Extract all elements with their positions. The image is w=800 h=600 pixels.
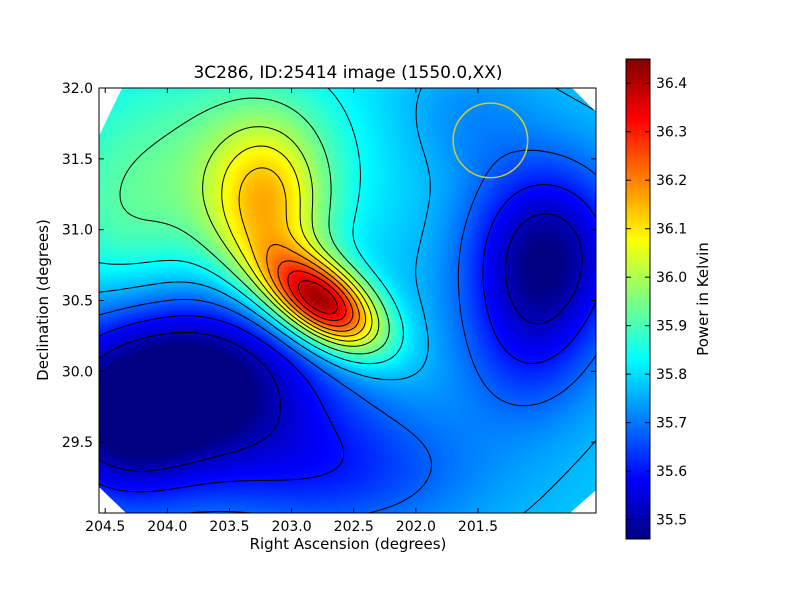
contour-line <box>277 260 354 327</box>
y-tick-label: 30.0 <box>62 364 93 380</box>
x-tick-label: 202.5 <box>334 519 374 535</box>
y-tick-label: 31.0 <box>62 223 93 239</box>
y-tick-label: 29.5 <box>62 435 93 451</box>
x-tick-label: 201.5 <box>458 519 498 535</box>
colorbar-tick-label: 35.8 <box>656 367 687 383</box>
colorbar-tick-label: 35.9 <box>656 319 687 335</box>
contour-lines <box>99 88 596 513</box>
colorbar-tick-label: 36.3 <box>656 125 687 141</box>
contour-line <box>119 97 390 355</box>
contour-line <box>99 149 596 513</box>
contour-line <box>266 244 360 332</box>
colorbar-ticks: 35.5 35.6 35.7 35.8 35.9 36.0 36.1 36.2 36.3 36.4 <box>626 76 687 529</box>
beam-circle <box>452 102 529 179</box>
colorbar-frame <box>625 58 651 540</box>
x-axis-label: Right Ascension (degrees) <box>250 535 447 553</box>
y-tick-label: 30.5 <box>62 294 93 310</box>
x-tick-label: 204.5 <box>85 519 125 535</box>
y-axis: 29.5 30.0 30.5 31.0 31.5 32.0 <box>62 81 596 451</box>
colorbar: 35.5 35.6 35.7 35.8 35.9 36.0 36.1 36.2 36.3 36.4… <box>625 58 712 540</box>
contour-line <box>202 126 380 347</box>
chart-title: 3C286, ID:25414 image (1550.0,XX) <box>193 63 502 83</box>
colorbar-tick-label: 36.4 <box>656 76 687 92</box>
colorbar-tick-label: 35.7 <box>656 416 687 432</box>
y-axis-label: Declination (degrees) <box>34 219 52 381</box>
x-tick-label: 203.5 <box>209 519 249 535</box>
contour-line <box>99 88 404 365</box>
colorbar-tick-label: 36.0 <box>656 270 687 286</box>
x-tick-label: 204.0 <box>147 519 187 535</box>
colorbar-tick-label: 36.1 <box>656 222 687 238</box>
y-tick-label: 32.0 <box>62 81 93 97</box>
colorbar-tick-label: 35.6 <box>656 464 687 480</box>
colorbar-label: Power in Kelvin <box>694 242 712 356</box>
colorbar-tick-label: 36.2 <box>656 173 687 189</box>
contour-line <box>287 270 347 321</box>
contour-line <box>238 167 367 337</box>
x-tick-label: 202.0 <box>396 519 436 535</box>
contour-line <box>297 280 339 315</box>
x-axis: 204.5 204.0 203.5 203.0 202.5 202.0 201.5 <box>85 88 498 535</box>
colorbar-gradient <box>626 59 650 539</box>
heatmap-image <box>99 88 596 513</box>
x-tick-label: 203.0 <box>272 519 312 535</box>
contour-line <box>99 213 583 472</box>
colorbar-tick-label: 35.5 <box>656 513 687 529</box>
contour-line <box>99 184 596 493</box>
contour-line <box>221 145 373 342</box>
plot-area <box>98 87 597 514</box>
contour-line <box>99 88 596 513</box>
y-tick-label: 31.5 <box>62 152 93 168</box>
